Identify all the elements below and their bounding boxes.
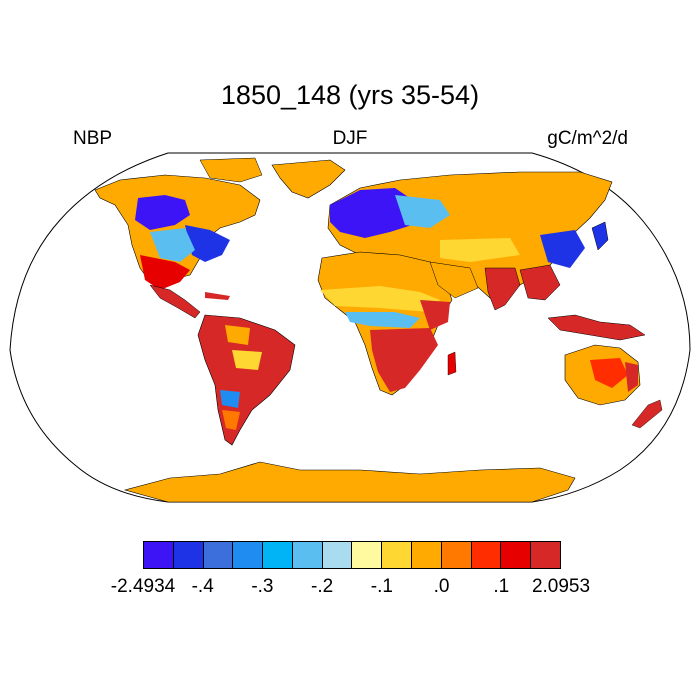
southeast-asia — [519, 264, 561, 301]
madagascar — [447, 351, 457, 376]
colorbar-tick-label: 2.0953 — [531, 576, 591, 597]
na-red-south — [140, 255, 190, 290]
variable-label: NBP — [73, 128, 113, 149]
japan — [591, 221, 609, 251]
indonesia — [547, 314, 646, 341]
australia-east-red — [625, 362, 638, 392]
greenland — [271, 159, 346, 199]
africa-east-red — [420, 300, 450, 330]
colorbar-swatch — [263, 542, 293, 568]
south-america — [197, 314, 296, 446]
colorbar-swatch — [382, 542, 413, 568]
india — [484, 267, 521, 311]
colorbar-swatch — [352, 542, 383, 568]
colorbar-swatch — [471, 542, 502, 568]
colorbar-tick-label: -2.4934 — [110, 576, 176, 597]
sa-blue-patch — [220, 390, 240, 408]
colorbar-tick-label: -.3 — [251, 576, 274, 597]
east-asia-blue — [540, 230, 585, 268]
colorbar-tick-label: -.4 — [191, 576, 214, 597]
sa-orange-south — [222, 410, 240, 430]
colorbar-swatch — [501, 542, 532, 568]
colorbar-swatch — [412, 542, 442, 568]
asia-yellow — [440, 238, 520, 262]
na-blue-west — [135, 195, 190, 230]
colorbar-swatch — [173, 542, 204, 568]
colorbar-swatch — [531, 542, 560, 568]
sa-yellow-patch — [232, 350, 262, 370]
na-lightblue — [150, 228, 195, 262]
colorbar-swatch — [203, 542, 234, 568]
colorbar-swatch — [144, 542, 174, 568]
colorbar-tick-label: -.1 — [370, 576, 393, 597]
sa-orange-patch — [225, 325, 250, 345]
colorbar-swatch — [441, 542, 472, 568]
na-blue-east — [185, 225, 230, 262]
colorbar-tick-label: .0 — [433, 576, 450, 597]
colorbar-tick-label: .1 — [493, 576, 510, 597]
colorbar-swatch — [322, 542, 353, 568]
arabia — [429, 261, 479, 299]
africa-yellow-band — [320, 286, 440, 312]
units-label: gC/m^2/d — [547, 128, 628, 149]
season-label: DJF — [332, 128, 368, 149]
arctic-islands — [199, 157, 263, 183]
map-title: 1850_148 (yrs 35-54) — [220, 80, 480, 110]
europe-lightblue — [395, 195, 450, 228]
africa-blue-band — [345, 312, 420, 328]
colorbar-tick-label: -.2 — [311, 576, 334, 597]
australia-red — [590, 358, 628, 388]
africa-red-south — [370, 328, 438, 392]
new-zealand — [631, 399, 663, 429]
antarctica — [123, 461, 576, 503]
colorbar-swatch — [292, 542, 323, 568]
caribbean — [205, 292, 230, 300]
central-america — [149, 284, 201, 319]
colorbar-swatch — [233, 542, 264, 568]
colorbar — [143, 541, 561, 569]
